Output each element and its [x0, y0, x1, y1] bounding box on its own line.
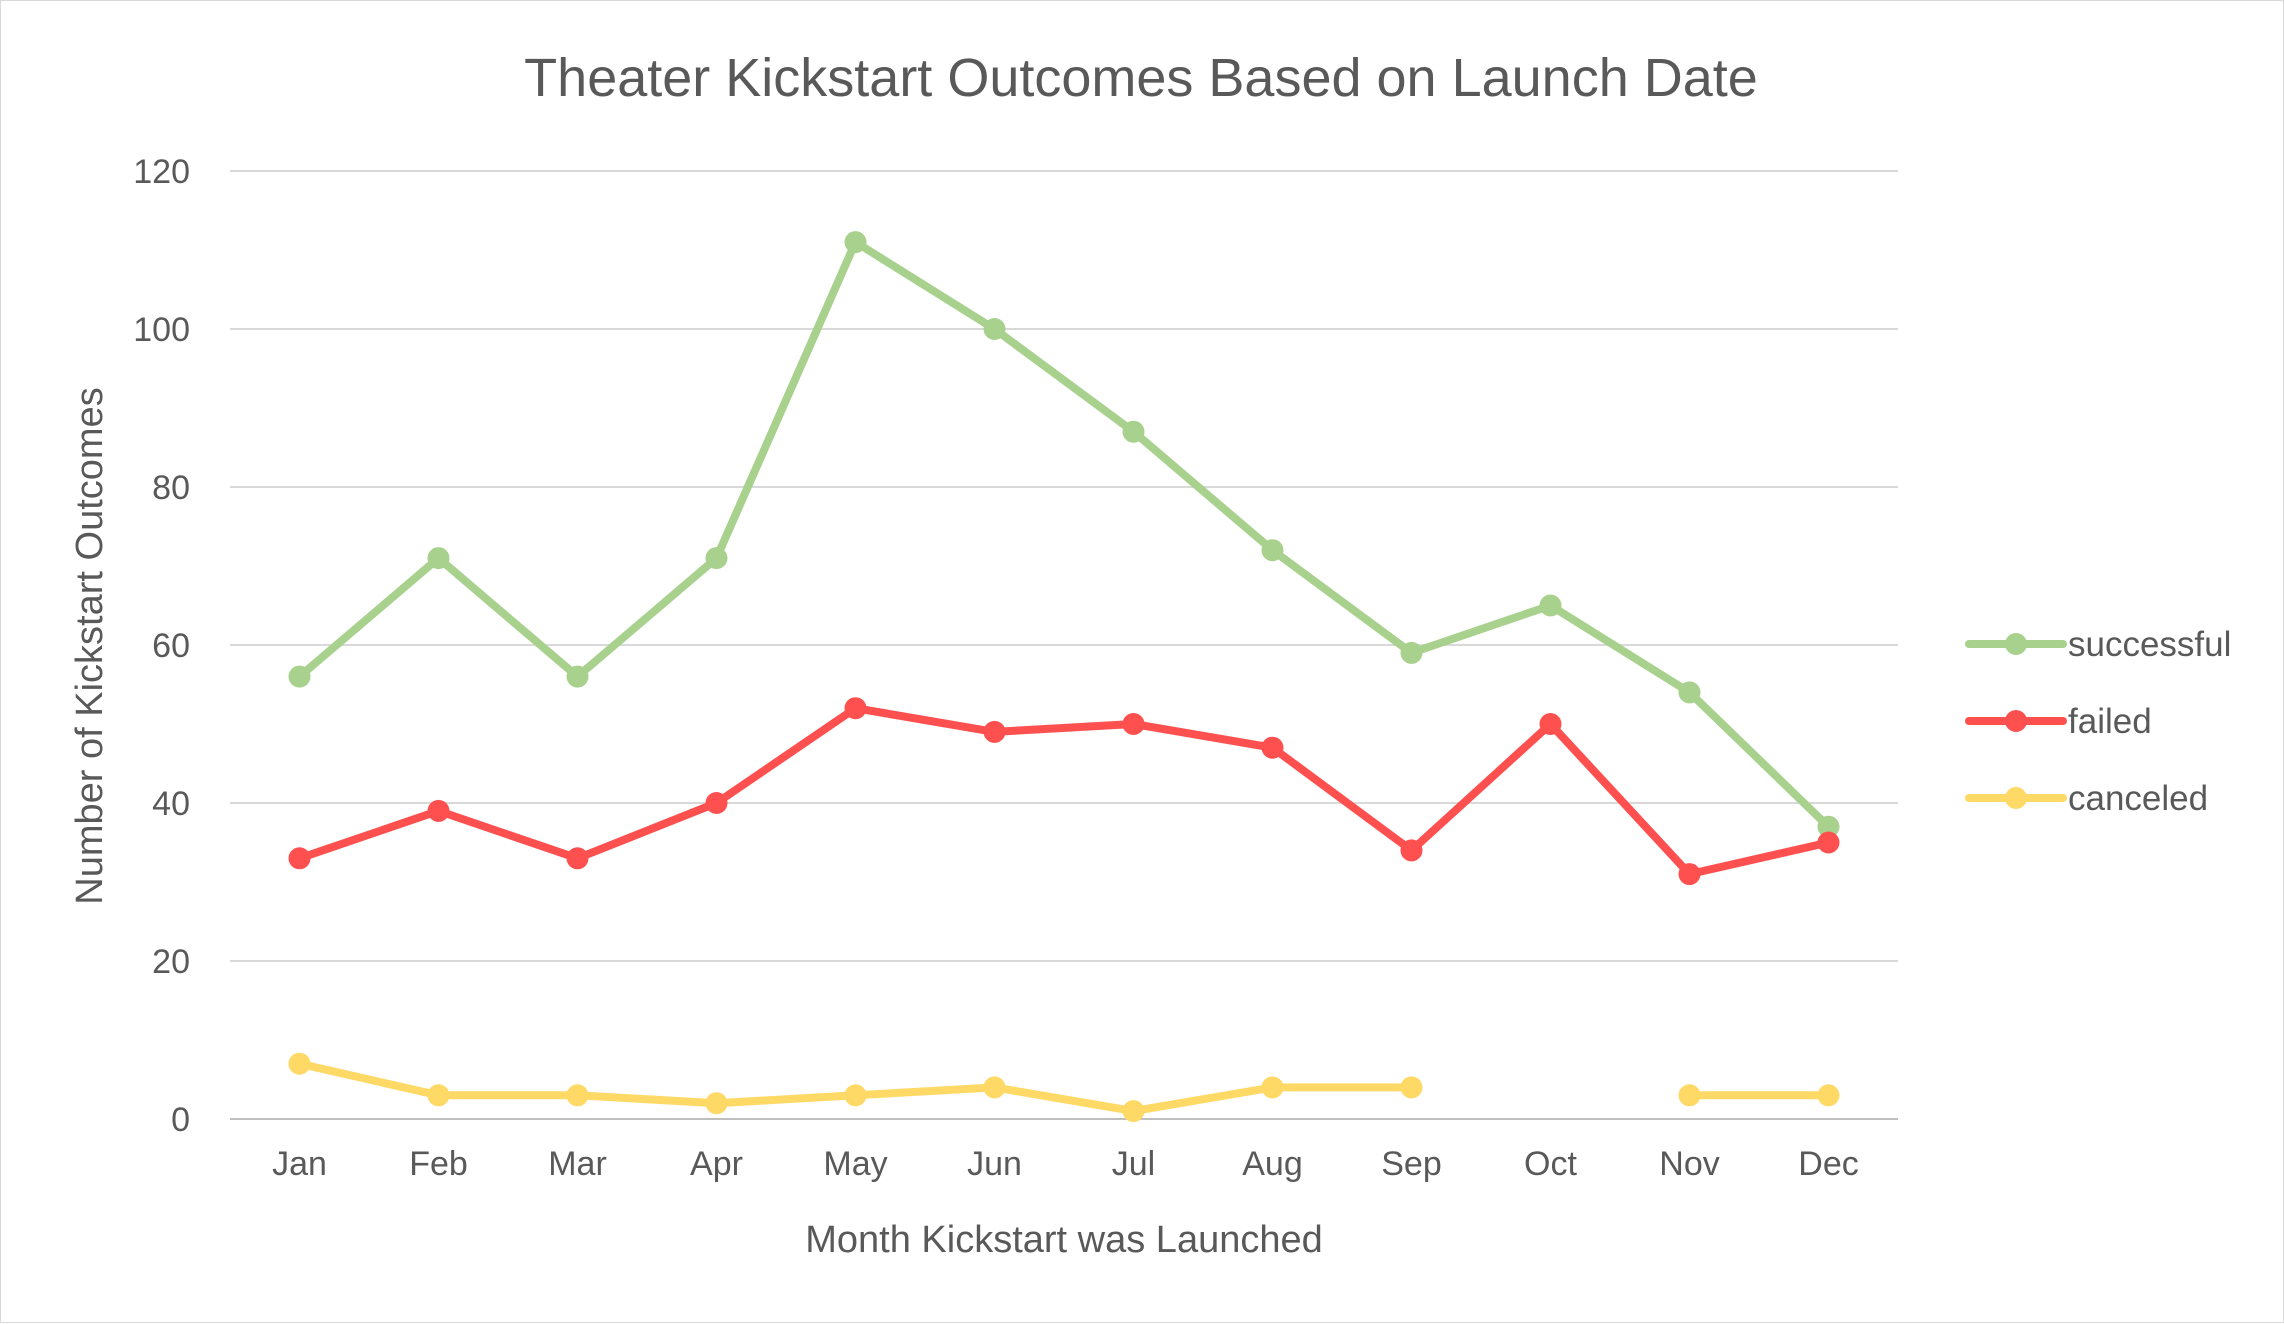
data-point: [1817, 1084, 1840, 1107]
data-point: [1678, 863, 1701, 886]
data-point: [1539, 713, 1562, 735]
x-tick-label: Nov: [1659, 1145, 1719, 1183]
data-point: [1261, 539, 1284, 562]
data-point: [983, 318, 1006, 340]
data-point: [1678, 681, 1701, 704]
series-lines: [288, 231, 1840, 1123]
y-tick-label: 0: [171, 1101, 190, 1139]
x-tick-label: Apr: [690, 1145, 743, 1183]
data-point: [844, 697, 867, 720]
x-tick-label: May: [823, 1145, 887, 1183]
x-tick-label: Jul: [1112, 1145, 1155, 1183]
chart-title: Theater Kickstart Outcomes Based on Laun…: [524, 48, 1758, 108]
data-point: [288, 665, 311, 688]
data-point: [1400, 839, 1423, 862]
data-point: [705, 792, 728, 814]
series-line: [295, 238, 1833, 831]
data-point: [983, 720, 1006, 743]
data-point: [288, 847, 311, 870]
y-tick-label: 60: [152, 627, 190, 665]
x-axis-title: Month Kickstart was Launched: [805, 1219, 1323, 1261]
legend-marker: [2005, 710, 2027, 732]
data-point: [1400, 1076, 1423, 1099]
legend-marker: [2005, 787, 2027, 809]
series-line: [295, 704, 1833, 879]
x-tick-label: Feb: [409, 1145, 468, 1183]
data-point: [566, 665, 589, 688]
data-point: [705, 547, 728, 570]
series-successful: [288, 231, 1840, 838]
legend-item: canceled: [1965, 779, 2208, 818]
x-tick-label: Oct: [1524, 1145, 1577, 1183]
data-point: [1122, 713, 1145, 735]
legend-label: successful: [2068, 625, 2231, 664]
x-tick-label: Aug: [1242, 1145, 1303, 1183]
data-point: [427, 799, 450, 822]
legend-label: canceled: [2068, 779, 2208, 818]
legend-item: successful: [1965, 625, 2231, 664]
data-point: [844, 1084, 867, 1107]
data-point: [288, 1052, 311, 1075]
data-point: [427, 1084, 450, 1107]
x-tick-label: Mar: [548, 1145, 607, 1183]
y-axis-title: Number of Kickstart Outcomes: [69, 387, 111, 904]
x-tick-label: Jan: [272, 1145, 327, 1183]
x-tick-label: Dec: [1798, 1145, 1858, 1183]
legend-marker: [2005, 633, 2027, 655]
series-line: [295, 1059, 1833, 1116]
data-point: [566, 847, 589, 870]
data-point: [1817, 831, 1840, 854]
data-point: [844, 231, 867, 254]
y-tick-label: 40: [152, 785, 190, 823]
data-point: [1400, 641, 1423, 664]
x-tick-label: Jun: [967, 1145, 1022, 1183]
data-point: [1817, 815, 1840, 838]
x-tick-label: Sep: [1381, 1145, 1442, 1183]
data-point: [566, 1084, 589, 1107]
series-failed: [288, 697, 1840, 886]
data-point: [1678, 1084, 1701, 1107]
data-point: [983, 1076, 1006, 1099]
y-tick-label: 100: [133, 311, 190, 349]
data-point: [1122, 1100, 1145, 1123]
data-point: [1261, 1076, 1284, 1099]
series-canceled: [288, 1052, 1840, 1123]
gridlines: [230, 170, 1898, 1120]
data-point: [1539, 594, 1562, 617]
y-tick-label: 120: [133, 153, 190, 191]
y-tick-label: 20: [152, 943, 190, 981]
x-axis-ticks: Jan Feb Mar Apr May Jun Jul Aug Sep Oct Nov Dec: [272, 1145, 1859, 1183]
legend-label: failed: [2068, 702, 2152, 741]
y-tick-label: 80: [152, 469, 190, 507]
legend-item: failed: [1965, 702, 2152, 741]
legend: successful failed canceled: [1965, 625, 2231, 818]
data-point: [1122, 420, 1145, 443]
data-point: [427, 547, 450, 570]
data-point: [1261, 736, 1284, 759]
data-point: [705, 1092, 728, 1115]
y-axis-ticks: 0 20 40 60 80 100 120: [133, 153, 190, 1139]
